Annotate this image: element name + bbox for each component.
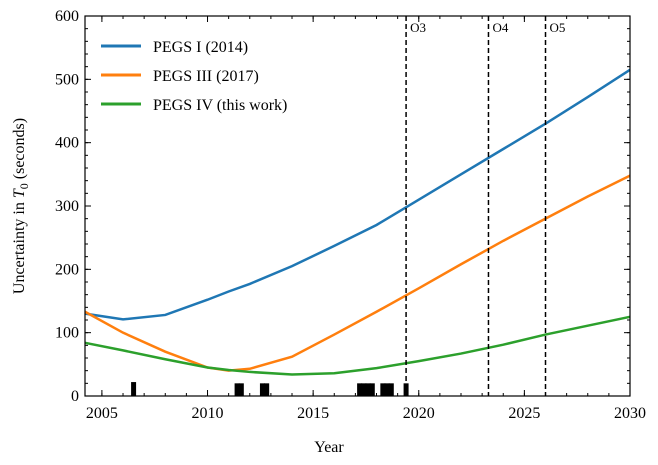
y-label-text: (seconds) (11, 118, 28, 183)
observing-run-label: O3 (410, 20, 426, 35)
plot-frame (84, 15, 631, 397)
y-tick-label: 500 (55, 71, 79, 88)
x-tick-label: 2030 (614, 405, 646, 422)
y-tick-label: 400 (55, 135, 79, 152)
y-tick-label: 300 (55, 198, 79, 215)
event-marker (380, 383, 386, 396)
x-tick-label: 2005 (86, 405, 118, 422)
x-tick-label: 2025 (508, 405, 540, 422)
y-tick-label: 200 (55, 261, 79, 278)
event-marker (365, 383, 371, 396)
event-marker (264, 383, 270, 396)
event-marker (388, 383, 394, 396)
y-tick-label: 100 (55, 325, 79, 342)
legend-label: PEGS III (2017) (153, 68, 259, 85)
x-tick-label: 2010 (192, 405, 224, 422)
series-line (84, 315, 631, 376)
event-marker (234, 383, 240, 396)
y-label-symbol: T (11, 188, 28, 198)
series-line (84, 174, 631, 372)
y-tick-label: 0 (71, 388, 79, 405)
event-marker (259, 383, 265, 396)
x-tick-label: 2015 (297, 405, 329, 422)
x-tick-label: 2020 (403, 405, 435, 422)
observing-run-label: O4 (492, 20, 508, 35)
y-label-subscript: 0 (17, 183, 31, 189)
observing-run-label: O5 (550, 20, 566, 35)
legend-label: PEGS IV (this work) (153, 97, 287, 114)
x-axis-label: Year (314, 439, 344, 456)
event-marker (384, 383, 390, 396)
event-marker (369, 383, 375, 396)
y-label-text: Uncertainty in (11, 198, 28, 294)
event-marker (403, 383, 409, 396)
event-marker (361, 383, 367, 396)
y-tick-label: 600 (55, 8, 79, 25)
series-line (84, 68, 631, 321)
event-marker (131, 382, 137, 396)
event-marker (357, 383, 363, 396)
y-axis-label: Uncertainty in T0 (seconds) (11, 118, 31, 294)
event-marker (238, 383, 244, 396)
legend-label: PEGS I (2014) (153, 39, 248, 56)
